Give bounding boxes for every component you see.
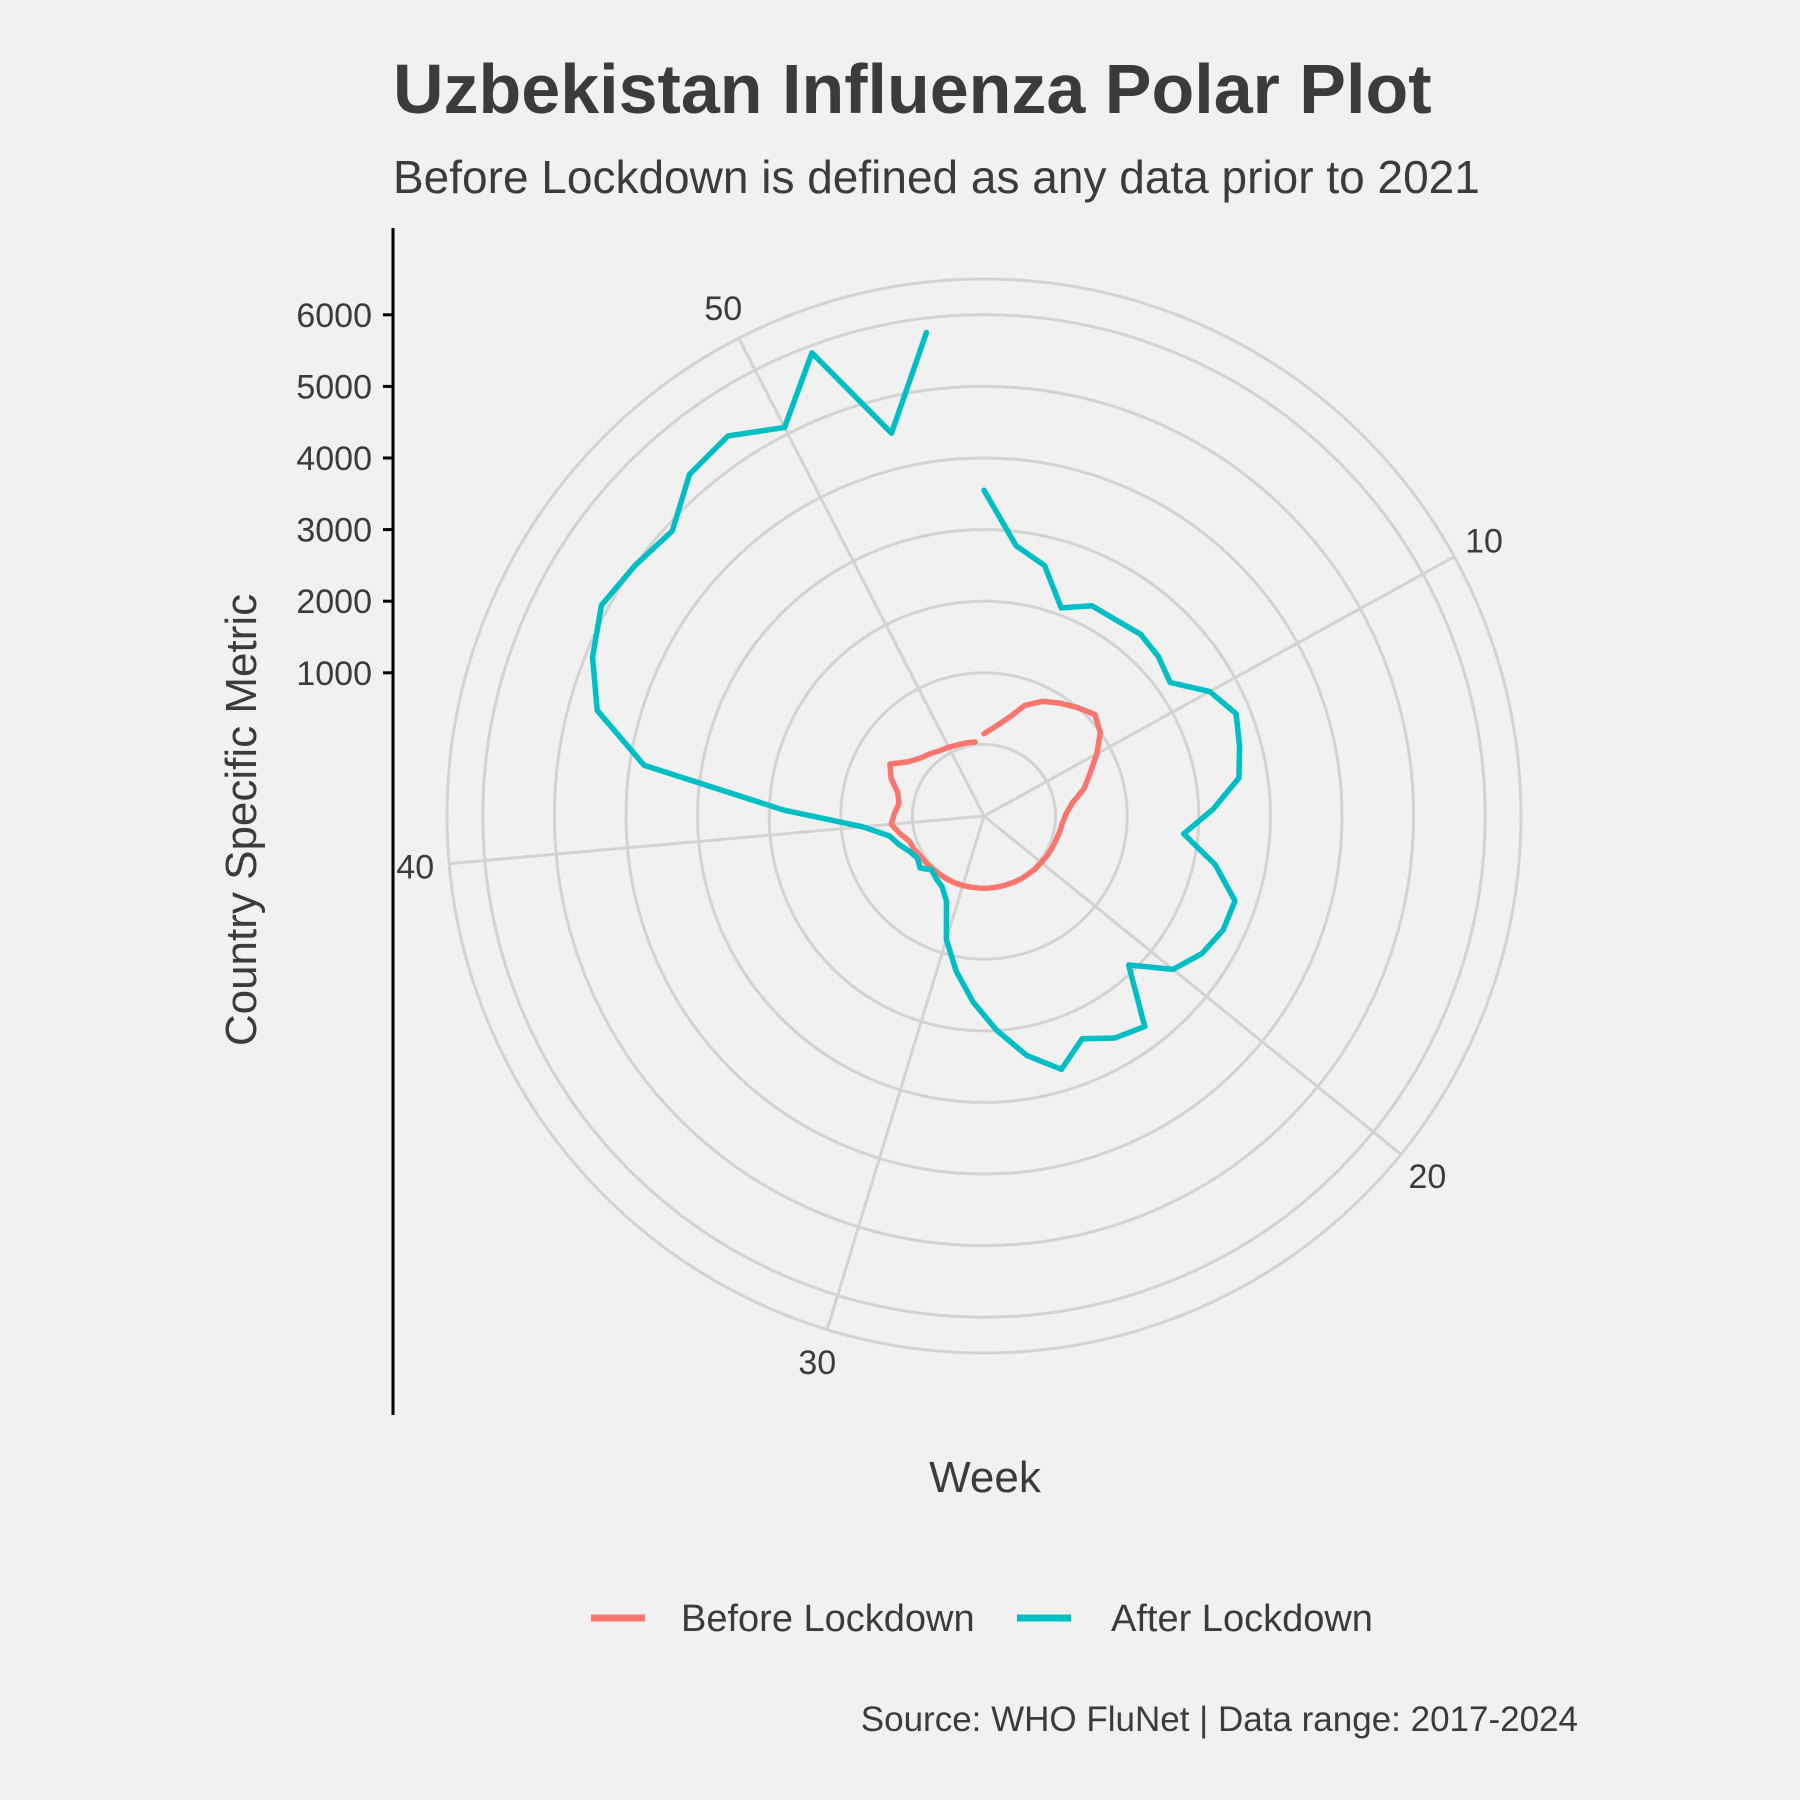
grid-spoke (737, 337, 986, 817)
grid-spoke (983, 555, 1455, 818)
radius-tick-label: 4000 (296, 440, 372, 478)
chart-caption: Source: WHO FluNet | Data range: 2017-20… (861, 1700, 1578, 1739)
legend: Before Lockdown After Lockdown (591, 1598, 1373, 1640)
series-line-after-lockdown (589, 329, 1243, 1073)
grid-ring (839, 671, 1129, 961)
angle-tick-label: 30 (798, 1344, 836, 1382)
y-axis-title: Country Specific Metric (217, 594, 266, 1046)
grid-ring (552, 384, 1416, 1248)
grid-ring (767, 599, 1201, 1033)
legend-label-after-lockdown: After Lockdown (1111, 1598, 1373, 1640)
radius-tick-label: 1000 (296, 655, 372, 693)
angle-tick-label: 50 (704, 290, 742, 328)
grid-ring (624, 456, 1344, 1176)
grid-ring-outer (445, 277, 1523, 1355)
grid-spoke (448, 814, 985, 866)
grid-spoke (983, 814, 1402, 1156)
chart-subtitle: Before Lockdown is defined as any data p… (393, 151, 1480, 203)
grid-ring (481, 313, 1487, 1319)
angle-tick-label: 20 (1408, 1158, 1446, 1196)
grid-layer (445, 277, 1523, 1355)
grid-ring (696, 528, 1272, 1104)
radius-tick-label: 6000 (296, 297, 372, 335)
legend-label-before-lockdown: Before Lockdown (681, 1598, 975, 1640)
angle-label-layer: 10 20 30 40 50 (396, 290, 1503, 1382)
radius-tick-label: 5000 (296, 368, 372, 406)
radius-tick-label: 3000 (296, 512, 372, 550)
series-layer (589, 329, 1243, 1073)
chart-title: Uzbekistan Influenza Polar Plot (393, 50, 1432, 128)
angle-tick-label: 10 (1465, 522, 1503, 560)
radius-tick-layer: 1000 2000 3000 4000 5000 6000 (296, 297, 393, 693)
x-axis-title: Week (929, 1453, 1042, 1502)
angle-tick-label: 40 (396, 849, 434, 887)
radius-tick-label: 2000 (296, 583, 372, 621)
series-line-before-lockdown (887, 698, 1104, 891)
grid-spoke (825, 815, 986, 1331)
